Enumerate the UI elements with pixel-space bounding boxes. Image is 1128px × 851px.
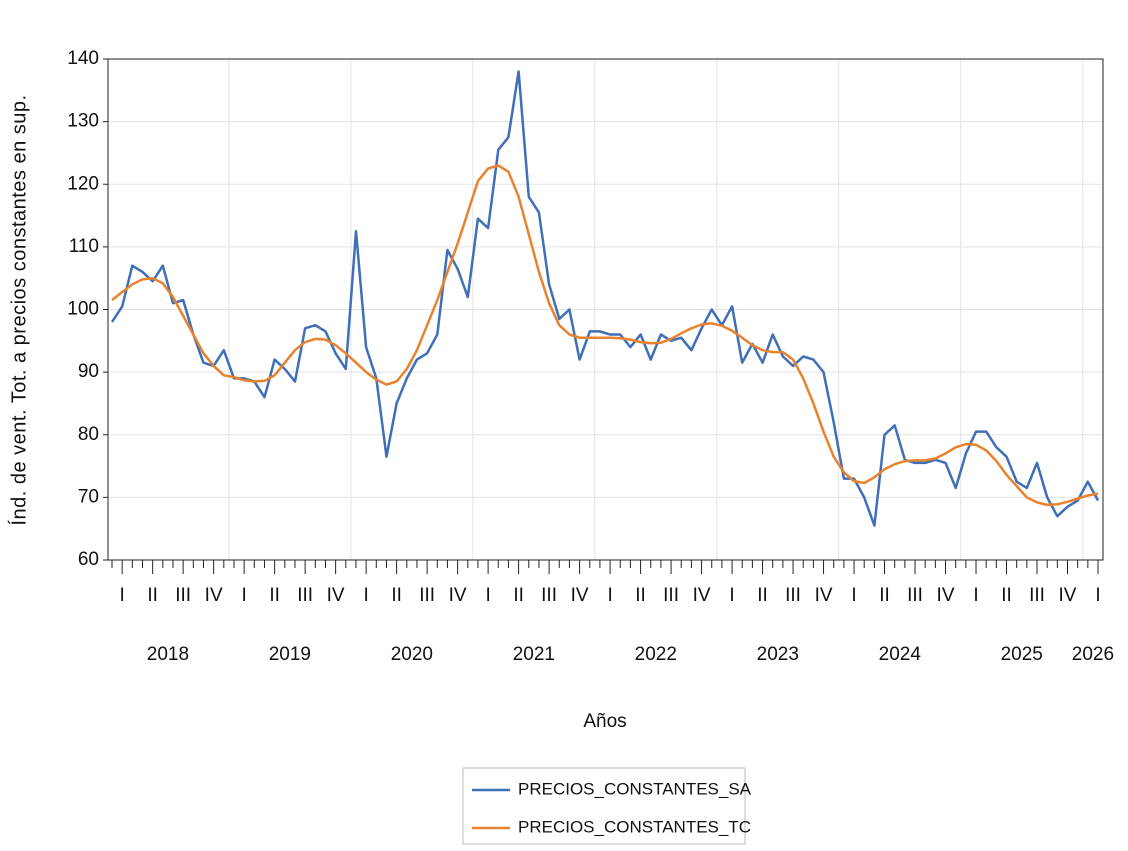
- y-tick-label: 80: [78, 424, 99, 445]
- y-tick-label: 110: [69, 236, 99, 257]
- x-tick-label: II: [269, 585, 280, 606]
- x-group-label: 2021: [513, 644, 555, 665]
- x-tick-label: II: [513, 585, 524, 606]
- x-tick-label: I: [851, 585, 856, 606]
- x-tick-label: IV: [327, 585, 345, 606]
- x-tick-label: I: [242, 585, 247, 606]
- series-line: [111, 164, 1099, 507]
- y-axis-title: Índ. de vent. Tot. a precios constantes …: [7, 94, 30, 525]
- y-tick-label: 70: [78, 486, 99, 507]
- x-tick-label: I: [607, 585, 612, 606]
- plot-border: [107, 58, 1104, 561]
- x-tick-label: II: [391, 585, 402, 606]
- y-tick-label: 130: [67, 111, 99, 132]
- x-tick-label: IV: [815, 585, 833, 606]
- x-tick-label: II: [635, 585, 646, 606]
- x-tick-label: I: [363, 585, 368, 606]
- x-tick-label: II: [757, 585, 768, 606]
- x-axis-title: Años: [583, 711, 626, 732]
- x-tick-label: III: [907, 585, 923, 606]
- x-group-label: 2024: [879, 644, 922, 665]
- x-tick-label: III: [419, 585, 435, 606]
- x-group-label: 2025: [1001, 644, 1043, 665]
- x-tick-label: III: [663, 585, 679, 606]
- x-tick-label: IV: [937, 585, 955, 606]
- x-tick-label: IV: [449, 585, 467, 606]
- x-tick-label: I: [120, 585, 125, 606]
- legend-label: PRECIOS_CONSTANTES_TC: [518, 817, 751, 836]
- x-tick-label: I: [485, 585, 490, 606]
- y-tick-label: 100: [67, 299, 99, 320]
- x-tick-label: I: [1095, 585, 1100, 606]
- x-tick-label: III: [1029, 585, 1045, 606]
- x-tick-label: I: [729, 585, 734, 606]
- x-group-label: 2020: [391, 644, 433, 665]
- x-tick-label: IV: [571, 585, 589, 606]
- y-tick-label: 140: [67, 48, 99, 69]
- x-tick-label: III: [541, 585, 557, 606]
- legend-box: [462, 767, 746, 845]
- x-tick-label: IV: [693, 585, 711, 606]
- x-group-label: 2023: [757, 644, 799, 665]
- x-group-label: 2022: [635, 644, 677, 665]
- x-tick-label: III: [785, 585, 801, 606]
- x-tick-label: III: [297, 585, 313, 606]
- x-group-label: 2026: [1072, 644, 1114, 665]
- x-tick-label: II: [1001, 585, 1012, 606]
- x-tick-label: II: [879, 585, 890, 606]
- x-group-label: 2018: [147, 644, 189, 665]
- x-tick-label: IV: [1059, 585, 1077, 606]
- x-tick-label: II: [147, 585, 158, 606]
- y-tick-label: 120: [67, 173, 99, 194]
- x-tick-label: III: [175, 585, 191, 606]
- legend-label: PRECIOS_CONSTANTES_SA: [518, 779, 752, 798]
- y-tick-label: 60: [78, 549, 99, 570]
- x-tick-label: I: [973, 585, 978, 606]
- x-tick-label: IV: [205, 585, 223, 606]
- y-tick-label: 90: [78, 361, 99, 382]
- series-line: [110, 70, 1100, 527]
- x-group-label: 2019: [269, 644, 311, 665]
